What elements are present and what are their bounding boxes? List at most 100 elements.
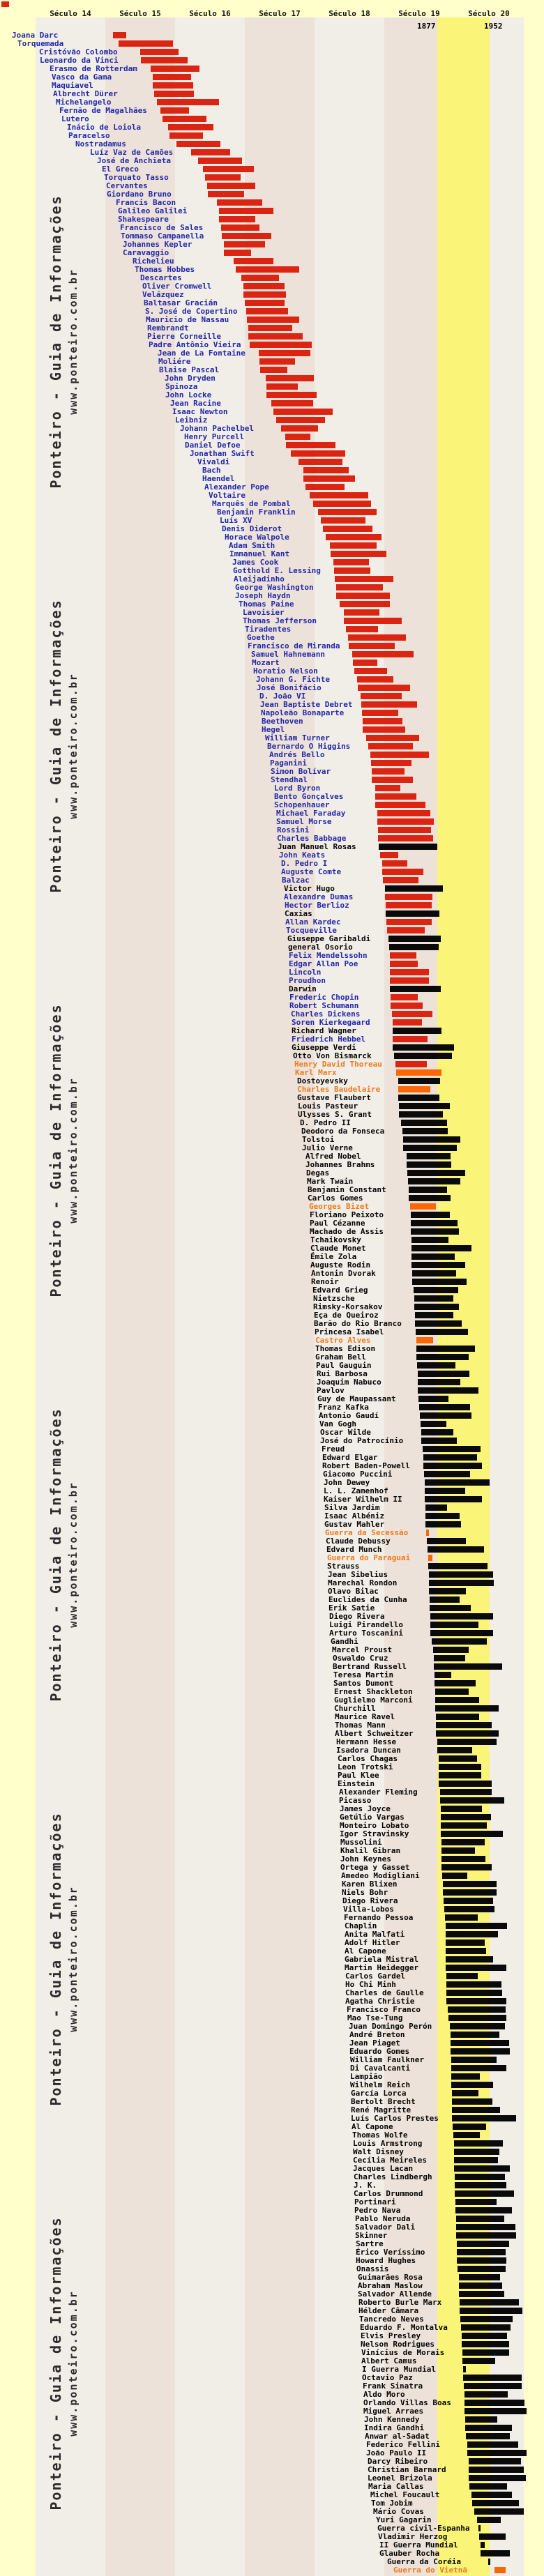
entry-name[interactable]: Princesa Isabel <box>315 1327 384 1336</box>
entry-name[interactable]: Renoir <box>311 1277 339 1286</box>
entry-name[interactable]: Jonathan Swift <box>190 449 255 458</box>
entry-name[interactable]: Francis Bacon <box>116 198 176 207</box>
entry-name[interactable]: Maurice Ravel <box>335 1712 395 1721</box>
entry-name[interactable]: Elvis Presley <box>361 2331 421 2340</box>
entry-name[interactable]: James Joyce <box>340 1804 391 1813</box>
entry-name[interactable]: Leon Trotski <box>338 1762 393 1771</box>
entry-name[interactable]: Vinícius de Morais <box>361 2348 445 2357</box>
entry-name[interactable]: Maquiavel <box>52 81 93 90</box>
entry-name[interactable]: Francisco Franco <box>347 2005 421 2014</box>
entry-name[interactable]: Jean Piaget <box>349 2038 400 2048</box>
entry-name[interactable]: Oswaldo Cruz <box>333 1654 388 1663</box>
entry-name[interactable]: Descartes <box>140 273 182 282</box>
entry-name[interactable]: Albert Schweitzer <box>335 1729 414 1738</box>
entry-name[interactable]: Jean Baptiste Debret <box>260 700 353 709</box>
entry-name[interactable]: John Locke <box>165 390 212 399</box>
entry-name[interactable]: Van Gogh <box>319 1419 356 1428</box>
entry-name[interactable]: Guglielmo Marconi <box>334 1695 413 1705</box>
entry-name[interactable]: Karl Marx <box>295 1068 337 1077</box>
entry-name[interactable]: Rossini <box>277 825 310 834</box>
entry-name[interactable]: Tchaikovsky <box>310 1235 361 1244</box>
entry-name[interactable]: Gustave Flaubert <box>297 1093 371 1102</box>
entry-name[interactable]: Luís XV <box>220 516 252 525</box>
entry-name[interactable]: Pedro Nava <box>354 2206 401 2215</box>
entry-name[interactable]: D. Pedro II <box>300 1118 351 1127</box>
entry-name[interactable]: Yuri Gagarin <box>376 2515 432 2524</box>
entry-name[interactable]: Guerra do Paraguai <box>327 1553 411 1562</box>
entry-name[interactable]: Gandhi <box>331 1637 358 1646</box>
entry-name[interactable]: Salvador Allende <box>358 2289 432 2299</box>
entry-name[interactable]: Rui Barbosa <box>317 1369 368 1378</box>
entry-name[interactable]: Bertrand Russell <box>333 1662 407 1671</box>
entry-name[interactable]: Frank Sinatra <box>363 2381 423 2391</box>
entry-name[interactable]: Henry Purcell <box>184 432 245 441</box>
entry-name[interactable]: Charles Dickens <box>291 1009 361 1019</box>
entry-name[interactable]: Victor Hugo <box>284 884 335 893</box>
entry-name[interactable]: Joaquim Nabuco <box>317 1378 381 1387</box>
entry-name[interactable]: Charles Baudelaire <box>297 1085 381 1094</box>
entry-name[interactable]: Michael Faraday <box>276 809 346 818</box>
entry-name[interactable]: Spinoza <box>165 382 198 391</box>
entry-name[interactable]: Christian Barnard <box>368 2465 446 2474</box>
entry-name[interactable]: Thomas Edison <box>315 1344 376 1353</box>
entry-name[interactable]: Juan Manuel Rosas <box>278 842 356 851</box>
entry-name[interactable]: Charles Lindbergh <box>354 2172 432 2181</box>
entry-name[interactable]: Vasco da Gama <box>52 73 112 82</box>
entry-name[interactable]: Vivaldi <box>197 457 230 466</box>
entry-name[interactable]: Denis Diderot <box>222 524 282 533</box>
entry-name[interactable]: Marcel Proust <box>332 1645 393 1654</box>
entry-name[interactable]: Guerra civil-Espanha <box>377 2524 470 2533</box>
entry-name[interactable]: Shakespeare <box>118 215 169 224</box>
entry-name[interactable]: Thomas Wolfe <box>352 2131 408 2140</box>
entry-name[interactable]: Andrés Bello <box>269 750 325 759</box>
entry-name[interactable]: Diego Rivera <box>329 1612 385 1621</box>
entry-name[interactable]: El Greco <box>102 165 139 174</box>
entry-name[interactable]: Churchill <box>334 1704 376 1713</box>
entry-name[interactable]: García Lorca <box>351 2089 407 2098</box>
entry-name[interactable]: Daniel Defoe <box>185 441 241 450</box>
entry-name[interactable]: Eduardo F. Montalva <box>360 2323 448 2332</box>
entry-name[interactable]: Napoleão Bonaparte <box>261 708 345 717</box>
entry-name[interactable]: Friedrich Hebbel <box>292 1035 365 1044</box>
entry-name[interactable]: Lincoln <box>289 968 322 977</box>
entry-name[interactable]: Giuseppe Garibaldi <box>287 934 371 943</box>
entry-name[interactable]: Mauricio de Nassau <box>146 315 229 324</box>
entry-name[interactable]: Charles Babbage <box>277 834 347 843</box>
entry-name[interactable]: Jean Sibelius <box>328 1570 388 1579</box>
entry-name[interactable]: Martin Heidegger <box>345 1963 418 1972</box>
entry-name[interactable]: Isadora Duncan <box>336 1746 401 1755</box>
entry-name[interactable]: Lutero <box>61 114 89 123</box>
entry-name[interactable]: Robert Schumann <box>289 1001 359 1010</box>
entry-name[interactable]: Luíz Vaz de Camões <box>90 148 174 157</box>
entry-name[interactable]: Cecília Meireles <box>353 2156 427 2165</box>
entry-name[interactable]: Skinner <box>355 2231 388 2240</box>
entry-name[interactable]: Salvador Dali <box>355 2223 416 2232</box>
entry-name[interactable]: Goethe <box>247 633 275 642</box>
entry-name[interactable]: Fernão de Magalhães <box>59 106 147 115</box>
entry-name[interactable]: Aldo Moro <box>363 2390 405 2399</box>
entry-name[interactable]: Johannes Kepler <box>123 240 192 249</box>
entry-name[interactable]: Antonio Gaudí <box>319 1411 379 1420</box>
entry-name[interactable]: Castro Alves <box>315 1336 371 1345</box>
entry-name[interactable]: Isaac Newton <box>172 407 228 416</box>
entry-name[interactable]: Baltasar Gracián <box>144 298 218 307</box>
entry-name[interactable]: Arturo Toscanini <box>329 1629 403 1638</box>
entry-name[interactable]: Velázquez <box>142 290 184 299</box>
entry-name[interactable]: Kaiser Wilhelm II <box>324 1495 402 1504</box>
entry-name[interactable]: Claude Debussy <box>326 1537 391 1546</box>
entry-name[interactable]: Portinari <box>354 2197 396 2207</box>
entry-name[interactable]: Carlos Gardel <box>345 1972 406 1981</box>
entry-name[interactable]: Deodoro da Fonseca <box>301 1127 385 1136</box>
entry-name[interactable]: Moliére <box>158 357 191 366</box>
entry-name[interactable]: Georges Bizet <box>309 1202 370 1211</box>
entry-name[interactable]: Pablo Neruda <box>355 2214 411 2223</box>
entry-name[interactable]: Di Cavalcanti <box>350 2064 411 2073</box>
entry-name[interactable]: Adolf Hitler <box>345 1938 400 1947</box>
entry-name[interactable]: Carlos Chagas <box>338 1754 398 1763</box>
entry-name[interactable]: Glauber Rocha <box>379 2549 440 2558</box>
entry-name[interactable]: Padre Antônio Vieira <box>149 340 241 349</box>
entry-name[interactable]: Hegel <box>262 725 285 734</box>
entry-name[interactable]: Al Capone <box>345 1946 386 1956</box>
entry-name[interactable]: Felix Mendelssohn <box>289 951 368 960</box>
entry-name[interactable]: Johann G. Fichte <box>256 675 330 684</box>
